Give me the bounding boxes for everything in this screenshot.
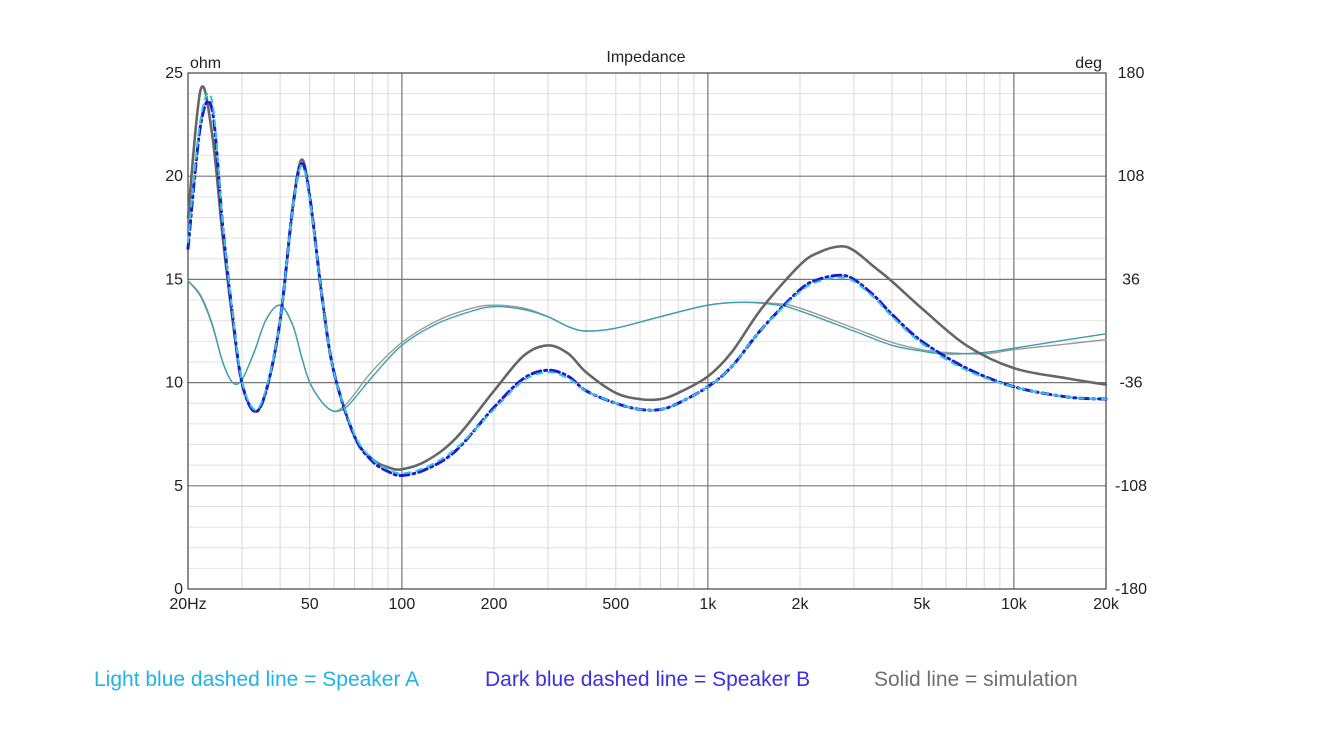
x-tick-label: 10k [1001,596,1028,613]
phase-measured-line [187,280,1107,413]
x-tick-label: 100 [389,596,416,613]
x-tick-label: 20k [1093,596,1120,613]
y-right-tick-labels: -180 -108 -36 36 108 180 [1115,65,1147,598]
major-grid [188,73,1106,589]
y-left-unit: ohm [190,55,221,72]
y-left-tick-label: 20 [165,168,183,185]
legend-speaker-a: Light blue dashed line = Speaker A [94,668,420,691]
series-layer [186,85,1108,477]
plot-frame [187,72,1107,590]
y-left-tick-label: 10 [165,375,183,392]
impedance-simulation-line [186,85,1108,471]
y-right-unit: deg [1075,55,1102,72]
legend: Light blue dashed line = Speaker A Dark … [94,668,1274,698]
y-right-tick-label: 108 [1118,168,1145,185]
y-right-tick-label: -36 [1119,375,1142,392]
impedance-chart: 20Hz 50 100 200 500 1k 2k 5k 10k 20k 0 5 10 15 20 25 -… [165,49,1147,613]
legend-simulation: Solid line = simulation [874,668,1078,691]
legend-speaker-b: Dark blue dashed line = Speaker B [485,668,811,691]
impedance-speaker-b-line [186,99,1108,477]
x-tick-label: 20Hz [169,596,206,613]
x-tick-label: 2k [792,596,810,613]
y-left-tick-labels: 0 5 10 15 20 25 [165,65,183,598]
x-tick-label: 200 [481,596,508,613]
x-tick-labels: 20Hz 50 100 200 500 1k 2k 5k 10k 20k [169,596,1120,613]
y-left-tick-label: 0 [174,581,183,598]
x-tick-label: 50 [301,596,319,613]
y-right-tick-label: 36 [1122,271,1140,288]
minor-grid [188,73,1106,589]
x-tick-label: 500 [602,596,629,613]
y-right-tick-label: -108 [1115,478,1147,495]
x-tick-label: 1k [699,596,717,613]
impedance-speaker-a-line [187,92,1107,475]
y-left-tick-label: 25 [165,65,183,82]
y-right-tick-label: 180 [1118,65,1145,82]
y-left-tick-label: 5 [174,478,183,495]
x-tick-label: 5k [913,596,931,613]
y-right-tick-label: -180 [1115,581,1147,598]
chart-title: Impedance [606,49,685,66]
y-left-tick-label: 15 [165,271,183,288]
